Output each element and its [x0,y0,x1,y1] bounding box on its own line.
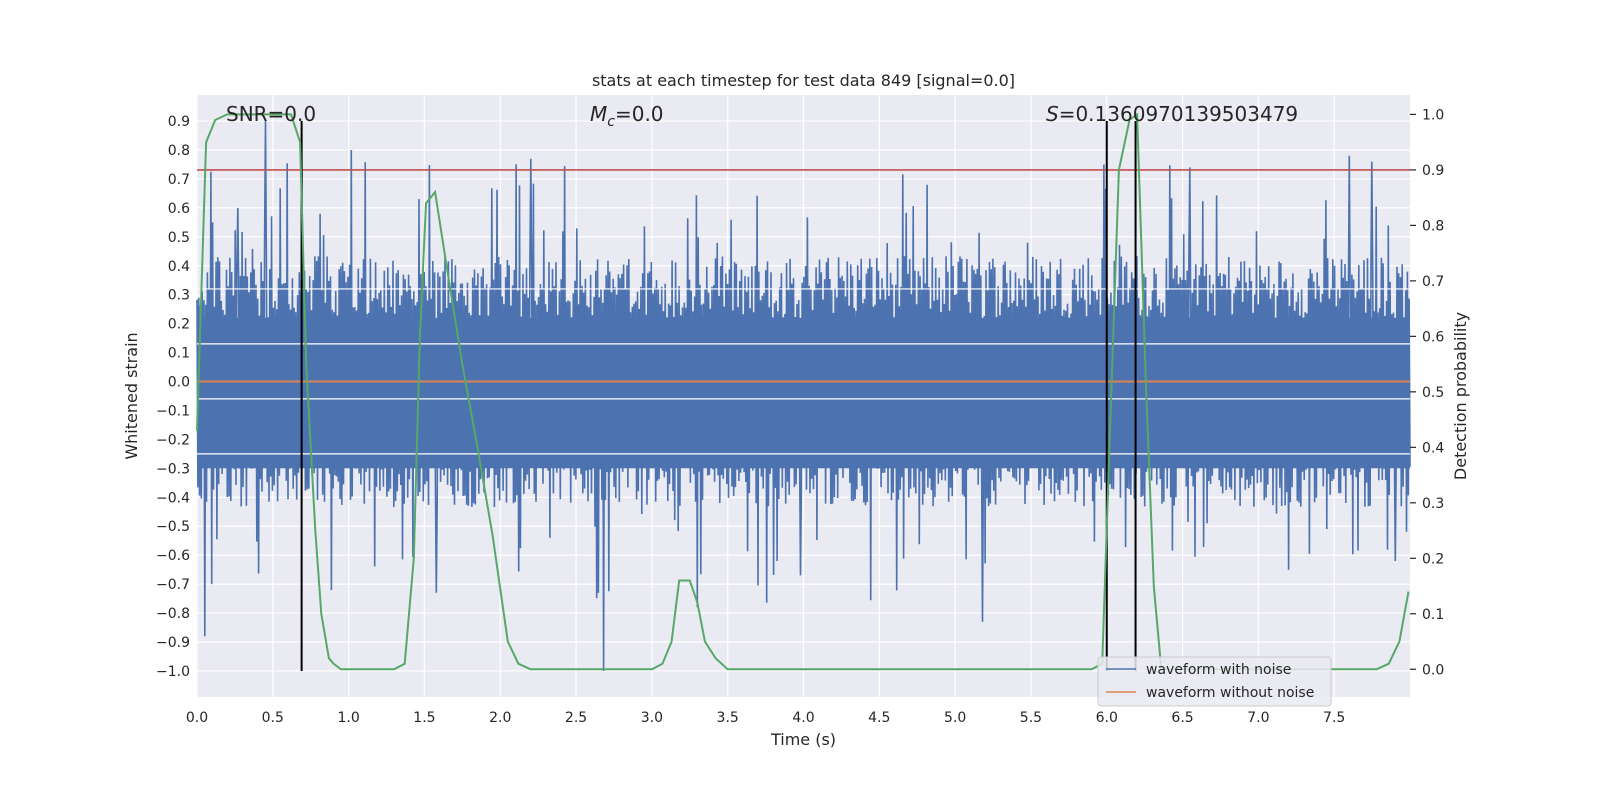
legend-box [1097,656,1332,707]
legend-entry-waveform-with-noise: waveform with noise [1146,662,1291,678]
series-waveform-with-noise [196,120,1411,672]
x-tick-label: 4.5 [868,710,890,726]
x-tick-label: 5.0 [944,710,966,726]
annotation-snr: SNR=0.0 [226,102,316,126]
y-tick-label: 0.7 [168,172,190,188]
y-tick-label: 0.8 [168,143,190,159]
annotation-s-symbol: S [1046,102,1059,126]
x-tick-label: 5.5 [1020,710,1042,726]
y-axis-label: Whitened strain [122,332,141,459]
x-tick-label: 1.0 [337,710,359,726]
x-tick-label: 0.5 [262,710,284,726]
y-tick-label: 0.1 [168,346,190,362]
annotation-mc-value: =0.0 [615,102,664,126]
annotation-s-value: =0.1360970139503479 [1059,102,1298,126]
y2-tick-label: 0.0 [1422,662,1444,678]
probability-line [196,112,1410,671]
y2-tick-label: 0.1 [1422,607,1444,623]
y-tick-label: −0.8 [156,606,190,622]
legend-entry-waveform-without-noise: waveform without noise [1146,685,1314,701]
x-ticks: 0.0 0.5 1.0 1.5 2.0 2.5 3.0 3.5 4.0 4.5 5.0 5.5 6.0 6… [186,710,1345,726]
x-tick-label: 0.0 [186,710,208,726]
y2-tick-label: 0.8 [1422,218,1444,234]
y-tick-label: 0.3 [168,288,190,304]
y2-ticks: 1.0 0.9 0.8 0.7 0.6 0.5 0.4 0.3 0.2 0.1 0.0 [1410,107,1444,678]
x-tick-label: 4.0 [792,710,814,726]
annotation-chirp-mass: Mc=0.0 [590,102,664,130]
y2-tick-label: 0.7 [1422,274,1444,290]
y2-tick-label: 1.0 [1422,107,1444,123]
annotation-s: S=0.1360970139503479 [1046,102,1298,126]
y2-tick-label: 0.5 [1422,385,1444,401]
annotation-mc-subscript: c [607,114,615,130]
y-tick-label: −0.9 [156,635,190,651]
y-tick-label: 0.2 [168,317,190,333]
y-tick-label: 0.9 [168,114,190,130]
x-tick-label: 7.5 [1323,710,1345,726]
x-tick-label: 6.0 [1096,710,1118,726]
y-tick-label: 0.0 [168,375,190,391]
x-tick-label: 3.5 [717,710,739,726]
y2-tick-label: 0.3 [1422,496,1444,512]
y2-tick-label: 0.4 [1422,440,1444,456]
noise-core-band [197,317,1410,469]
y-ticks: 0.9 0.8 0.7 0.6 0.5 0.4 0.3 0.2 0.1 0.0 −0.1 −0.2 −0… [156,114,190,680]
y-tick-label: −0.6 [156,548,190,564]
y2-axis-label: Detection probability [1451,312,1470,480]
y2-tick-label: 0.9 [1422,163,1444,179]
y2-tick-label: 0.6 [1422,329,1444,345]
y-tick-label: −0.1 [156,403,190,419]
chart-title: stats at each timestep for test data 849… [592,71,1015,90]
y-tick-label: −0.2 [156,432,190,448]
x-tick-label: 7.0 [1247,710,1269,726]
annotation-mc-symbol: M [590,102,607,126]
legend: waveform with noise waveform without noi… [1097,656,1332,707]
y-tick-label: −0.4 [156,490,190,506]
x-axis-label: Time (s) [770,730,836,749]
y2-tick-label: 0.2 [1422,551,1444,567]
series-detection-probability [196,112,1410,671]
y-tick-label: 0.6 [168,201,190,217]
x-tick-label: 2.0 [489,710,511,726]
y-tick-label: −0.7 [156,577,190,593]
x-tick-label: 2.5 [565,710,587,726]
y-tick-label: 0.4 [168,259,190,275]
x-tick-label: 1.5 [413,710,435,726]
y-tick-label: −0.5 [156,519,190,535]
y-tick-label: −1.0 [156,664,190,680]
y-tick-label: 0.5 [168,230,190,246]
y-tick-label: −0.3 [156,461,190,477]
x-tick-label: 6.5 [1171,710,1193,726]
x-tick-label: 3.0 [641,710,663,726]
